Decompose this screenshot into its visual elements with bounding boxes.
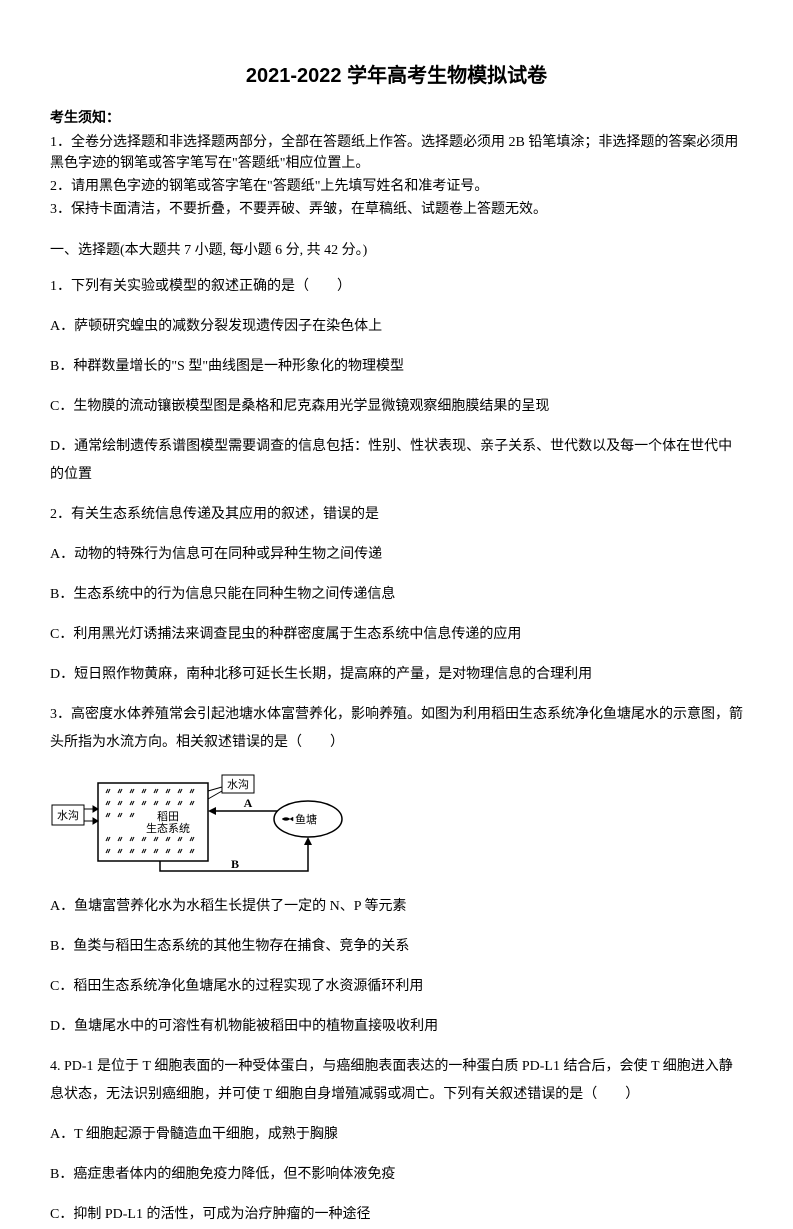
question-4-option-b: B．癌症患者体内的细胞免疫力降低，但不影响体液免疫 bbox=[50, 1161, 743, 1189]
notice-header: 考生须知： bbox=[50, 108, 743, 130]
diagram-top-label: 水沟 bbox=[227, 778, 249, 791]
ecosystem-diagram: 水沟 稻田 生态系统 bbox=[50, 769, 360, 879]
page-title: 2021-2022 学年高考生物模拟试卷 bbox=[50, 60, 743, 92]
question-3-option-d: D．鱼塘尾水中的可溶性有机物能被稻田中的植物直接吸收利用 bbox=[50, 1013, 743, 1041]
question-1-option-c: C．生物膜的流动镶嵌模型图是桑格和尼克森用光学显微镜观察细胞膜结果的呈现 bbox=[50, 393, 743, 421]
question-1-option-b: B．种群数量增长的"S 型"曲线图是一种形象化的物理模型 bbox=[50, 353, 743, 381]
question-1-stem: 1．下列有关实验或模型的叙述正确的是（ ） bbox=[50, 273, 743, 301]
diagram-center-label-2: 生态系统 bbox=[146, 821, 190, 835]
question-2-option-a: A．动物的特殊行为信息可在同种或异种生物之间传递 bbox=[50, 541, 743, 569]
question-2-option-c: C．利用黑光灯诱捕法来调查昆虫的种群密度属于生态系统中信息传递的应用 bbox=[50, 621, 743, 649]
question-2-stem: 2．有关生态系统信息传递及其应用的叙述，错误的是 bbox=[50, 501, 743, 529]
notice-item-1: 1．全卷分选择题和非选择题两部分，全部在答题纸上作答。选择题必须用 2B 铅笔填… bbox=[50, 132, 743, 174]
diagram-arrow-b-label: B bbox=[231, 857, 239, 871]
section-header: 一、选择题(本大题共 7 小题, 每小题 6 分, 共 42 分。) bbox=[50, 240, 743, 262]
question-1-option-d: D．通常绘制遗传系谱图模型需要调查的信息包括：性别、性状表现、亲子关系、世代数以… bbox=[50, 433, 743, 489]
question-2-option-d: D．短日照作物黄麻，南种北移可延长生长期，提高麻的产量，是对物理信息的合理利用 bbox=[50, 661, 743, 689]
diagram-container: 水沟 稻田 生态系统 bbox=[50, 769, 743, 879]
question-3-stem: 3．高密度水体养殖常会引起池塘水体富营养化，影响养殖。如图为利用稻田生态系统净化… bbox=[50, 701, 743, 757]
diagram-center-label-1: 稻田 bbox=[157, 810, 179, 823]
question-4-option-a: A．T 细胞起源于骨髓造血干细胞，成熟于胸腺 bbox=[50, 1121, 743, 1149]
question-4-stem: 4. PD-1 是位于 T 细胞表面的一种受体蛋白，与癌细胞表面表达的一种蛋白质… bbox=[50, 1053, 743, 1109]
question-4-option-c: C．抑制 PD-L1 的活性，可成为治疗肿瘤的一种途径 bbox=[50, 1201, 743, 1229]
notice-item-2: 2．请用黑色字迹的钢笔或答字笔在"答题纸"上先填写姓名和准考证号。 bbox=[50, 176, 743, 197]
question-1-option-a: A．萨顿研究蝗虫的减数分裂发现遗传因子在染色体上 bbox=[50, 313, 743, 341]
question-3-option-b: B．鱼类与稻田生态系统的其他生物存在捕食、竞争的关系 bbox=[50, 933, 743, 961]
question-3-option-c: C．稻田生态系统净化鱼塘尾水的过程实现了水资源循环利用 bbox=[50, 973, 743, 1001]
question-3-option-a: A．鱼塘富营养化水为水稻生长提供了一定的 N、P 等元素 bbox=[50, 893, 743, 921]
diagram-right-label: 鱼塘 bbox=[295, 812, 317, 826]
notice-item-3: 3．保持卡面清洁，不要折叠，不要弄破、弄皱，在草稿纸、试题卷上答题无效。 bbox=[50, 199, 743, 220]
diagram-left-label: 水沟 bbox=[57, 809, 79, 822]
diagram-arrow-a-label: A bbox=[244, 796, 253, 810]
question-2-option-b: B．生态系统中的行为信息只能在同种生物之间传递信息 bbox=[50, 581, 743, 609]
